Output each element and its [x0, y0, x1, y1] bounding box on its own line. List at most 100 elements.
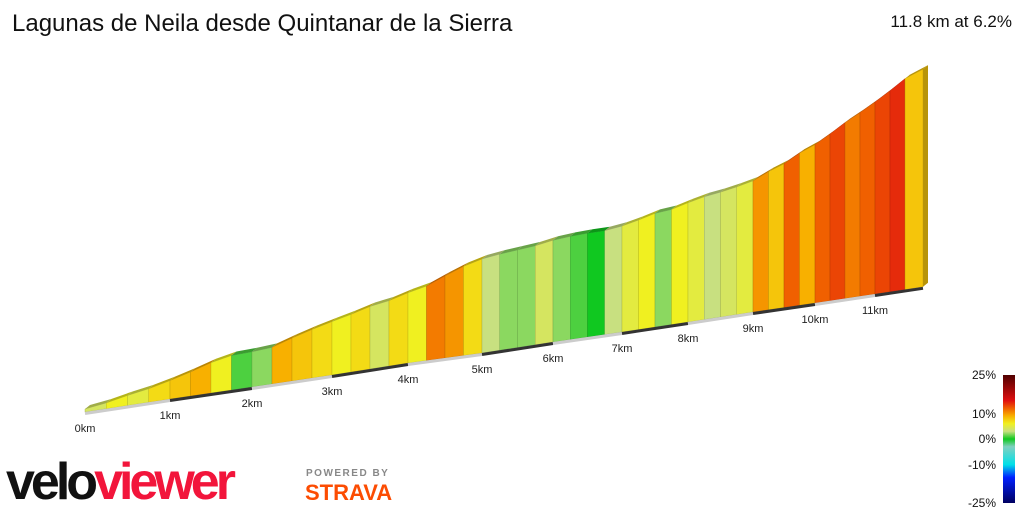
- profile-top-face: [704, 188, 726, 197]
- profile-segment: [535, 240, 554, 345]
- km-base-band: [331, 363, 409, 378]
- profile-segment: [874, 90, 891, 295]
- profile-top-face: [604, 222, 627, 231]
- profile-segment: [231, 351, 253, 391]
- profile-top-face: [517, 241, 541, 250]
- profile-top-face: [148, 376, 175, 389]
- x-tick-label: 4km: [398, 374, 419, 386]
- x-tick-label: 8km: [678, 333, 699, 345]
- profile-segment: [844, 112, 861, 299]
- profile-top-face: [231, 347, 257, 356]
- profile-top-face: [463, 255, 487, 267]
- x-tick-label: 9km: [743, 323, 764, 335]
- profile-segment: [463, 258, 483, 356]
- x-tick-label: 2km: [242, 398, 263, 410]
- profile-top-face: [370, 296, 394, 307]
- legend-label: 0%: [978, 432, 996, 446]
- km-base-band: [874, 286, 924, 297]
- profile-top-face: [905, 65, 928, 79]
- profile-segment: [251, 347, 273, 388]
- profile-top-face: [570, 229, 593, 237]
- profile-top-face: [720, 182, 742, 193]
- km-base-band: [169, 387, 253, 402]
- profile-segment: [350, 306, 371, 373]
- profile-top-face: [292, 325, 317, 339]
- profile-top-face: [638, 209, 660, 221]
- profile-segment: [407, 285, 427, 364]
- profile-top-face: [85, 398, 112, 409]
- profile-top-face: [671, 198, 693, 210]
- x-tick-label: 6km: [543, 353, 564, 365]
- profile-top-face: [211, 351, 237, 363]
- profile-segment: [654, 209, 672, 328]
- profile-segment: [604, 225, 623, 335]
- profile-segment: [783, 152, 800, 308]
- veloviewer-logo: veloviewer: [6, 453, 236, 511]
- profile-top-face: [408, 282, 432, 293]
- x-tick-label: 11km: [862, 305, 888, 317]
- profile-top-face: [860, 98, 880, 113]
- km-base-band: [251, 375, 333, 390]
- profile-segment: [814, 133, 831, 304]
- km-base-band: [84, 399, 171, 415]
- profile-segment: [388, 292, 409, 367]
- km-base-band: [552, 332, 623, 345]
- profile-segment: [638, 213, 656, 330]
- profile-segment: [752, 171, 769, 313]
- x-tick-label: 3km: [322, 386, 343, 398]
- x-tick-label: 7km: [612, 343, 633, 355]
- profile-top-face: [535, 236, 558, 246]
- km-base-band: [407, 353, 483, 366]
- profile-top-face: [482, 250, 505, 259]
- profile-top-face: [332, 310, 356, 322]
- profile-top-face: [190, 358, 216, 372]
- x-tick-label: 5km: [472, 364, 493, 376]
- km-base-band: [621, 322, 689, 335]
- profile-segment: [291, 329, 313, 382]
- profile-segment: [587, 230, 605, 338]
- profile-top-face: [272, 334, 297, 348]
- gradient-legend-bar: [1003, 375, 1015, 503]
- legend-label: -25%: [967, 496, 996, 510]
- profile-segment: [720, 186, 737, 318]
- profile-top-face: [655, 205, 677, 214]
- profile-top-face: [252, 343, 277, 352]
- km-base-band: [814, 294, 876, 306]
- profile-segment: [621, 219, 639, 333]
- km-base-band: [481, 342, 554, 356]
- powered-by-label: POWERED BY: [306, 468, 390, 479]
- legend-label: -10%: [967, 458, 996, 472]
- legend-label: 10%: [971, 407, 996, 421]
- profile-top-face: [426, 271, 450, 287]
- profile-segment: [768, 163, 785, 310]
- profile-segment: [904, 68, 924, 290]
- profile-top-face: [768, 159, 789, 172]
- legend-label: 25%: [971, 368, 996, 382]
- profile-segment: [369, 300, 390, 370]
- profile-segment: [444, 266, 464, 359]
- profile-segment: [859, 101, 876, 297]
- profile-segment: [671, 202, 689, 325]
- page-title: Lagunas de Neila desde Quintanar de la S…: [12, 10, 513, 37]
- profile-top-face: [127, 384, 154, 396]
- profile-top-face: [688, 192, 710, 203]
- profile-top-face: [499, 246, 523, 255]
- profile-segment: [829, 122, 846, 301]
- profile-top-face: [587, 226, 610, 234]
- profile-top-face: [389, 288, 413, 301]
- climb-summary: 11.8 km at 6.2%: [890, 12, 1012, 31]
- x-tick-label: 0km: [75, 423, 96, 435]
- profile-top-face: [445, 262, 469, 276]
- profile-segment: [799, 144, 816, 306]
- profile-top-face: [815, 129, 835, 145]
- profile-segment: [426, 275, 446, 361]
- profile-top-face: [784, 149, 805, 164]
- profile-end-face: [923, 65, 928, 287]
- profile-segment: [311, 321, 333, 379]
- km-base-band: [752, 303, 816, 315]
- profile-top-face: [106, 391, 133, 403]
- profile-top-face: [351, 302, 375, 315]
- x-tick-label: 1km: [160, 410, 181, 422]
- profile-top-face: [553, 232, 576, 241]
- profile-top-face: [622, 216, 644, 227]
